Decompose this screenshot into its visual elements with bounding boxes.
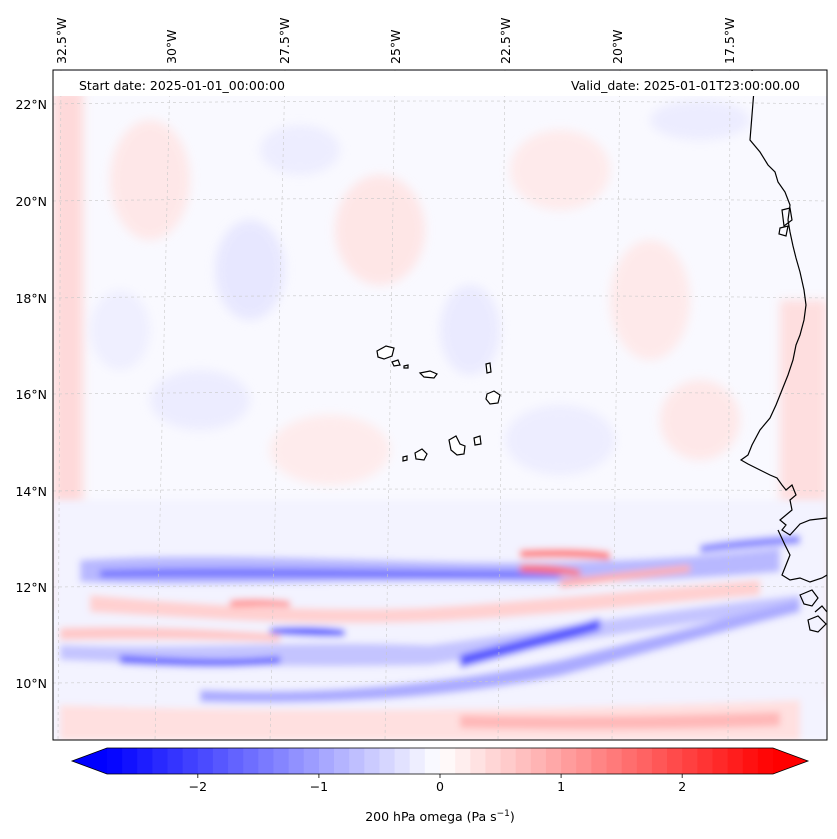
gridlines	[53, 70, 827, 740]
longitude-labels: 32.5°W 30°W 27.5°W 25°W 22.5°W 20°W 17.5…	[54, 18, 737, 64]
colorbar-segment	[424, 748, 441, 774]
colorbar-segment	[288, 748, 305, 774]
lon-label: 27.5°W	[277, 18, 292, 64]
colorbar-segment	[394, 748, 411, 774]
colorbar-segment	[318, 748, 335, 774]
colorbar-segment	[334, 748, 350, 774]
start-date-label: Start date: 2025-01-01_00:00:00	[79, 78, 285, 93]
lon-label: 30°W	[164, 29, 179, 64]
colorbar-segment	[167, 748, 184, 774]
colorbar-segment	[228, 748, 244, 774]
header-strip	[53, 71, 827, 96]
colorbar-segment	[152, 748, 169, 774]
colorbar-segment	[197, 748, 214, 774]
colorbar-outline	[70, 747, 810, 775]
colorbar-segment	[273, 748, 290, 774]
colorbar-segment	[455, 748, 471, 774]
colorbar-segment	[591, 748, 607, 774]
colorbar-segment	[712, 748, 729, 774]
colorbar-segment	[757, 748, 774, 774]
colorbar-segment	[122, 748, 138, 774]
lon-label: 17.5°W	[722, 18, 737, 64]
colorbar-segment	[364, 748, 380, 774]
lat-label: 20°N	[15, 194, 47, 209]
colorbar-segment	[349, 748, 365, 774]
colorbar-tick-label: 1	[557, 779, 565, 794]
map-frame	[52, 69, 828, 741]
lon-label: 25°W	[388, 29, 403, 64]
colorbar-segment	[682, 748, 698, 774]
lat-label: 14°N	[15, 484, 47, 499]
colorbar-segment	[621, 748, 638, 774]
valid-date-label: Valid_date: 2025-01-01T23:00:00.00	[571, 78, 800, 93]
coastline	[739, 70, 827, 633]
colorbar-segment	[243, 748, 259, 774]
colorbar-segment	[409, 748, 426, 774]
colorbar-segment	[651, 748, 668, 774]
colorbar-label: 200 hPa omega (Pa s−1)	[365, 809, 515, 824]
colorbar-segment	[530, 748, 547, 774]
colorbar-tick-label: −1	[310, 779, 328, 794]
colorbar-tick-label: −2	[189, 779, 207, 794]
lon-label: 20°W	[610, 29, 625, 64]
colorbar-segment	[667, 748, 683, 774]
lat-label: 12°N	[15, 580, 47, 595]
lat-label: 16°N	[15, 387, 47, 402]
lat-label: 18°N	[15, 291, 47, 306]
colorbar-segment	[697, 748, 713, 774]
map-panel: Start date: 2025-01-01_00:00:00 Valid_da…	[52, 69, 828, 741]
colorbar-ticks: −2 −1 0 1 2	[189, 774, 686, 794]
colorbar-segment	[182, 748, 199, 774]
colorbar-segment	[727, 748, 744, 774]
cape-verde-islands	[376, 345, 501, 462]
lon-label: 22.5°W	[498, 18, 513, 64]
colorbar-segment	[500, 748, 517, 774]
colorbar-segment	[212, 748, 229, 774]
colorbar-max-extend	[773, 748, 808, 774]
latitude-labels: 22°N 20°N 18°N 16°N 14°N 12°N 10°N	[15, 97, 47, 691]
colorbar-segment	[470, 748, 486, 774]
colorbar-segment	[258, 748, 274, 774]
lon-label: 32.5°W	[54, 18, 69, 64]
colorbar: −2 −1 0 1 2 200 hPa omega (Pa s−1)	[70, 747, 810, 824]
colorbar-tick-label: 2	[678, 779, 686, 794]
colorbar-segment	[303, 748, 320, 774]
lat-label: 10°N	[15, 676, 47, 691]
colorbar-segment	[576, 748, 592, 774]
omega-field	[53, 70, 827, 740]
colorbar-segment	[742, 748, 759, 774]
colorbar-segments	[107, 748, 774, 774]
colorbar-segment	[485, 748, 502, 774]
colorbar-segment	[561, 748, 577, 774]
colorbar-segment	[440, 748, 456, 774]
colorbar-tick-label: 0	[436, 779, 444, 794]
colorbar-min-extend	[72, 748, 107, 774]
colorbar-segment	[636, 748, 653, 774]
colorbar-segment	[606, 748, 623, 774]
colorbar-segment	[379, 748, 396, 774]
colorbar-segment	[137, 748, 153, 774]
colorbar-segment	[515, 748, 532, 774]
colorbar-segment	[545, 748, 562, 774]
colorbar-segment	[107, 748, 123, 774]
lat-label: 22°N	[15, 97, 47, 112]
